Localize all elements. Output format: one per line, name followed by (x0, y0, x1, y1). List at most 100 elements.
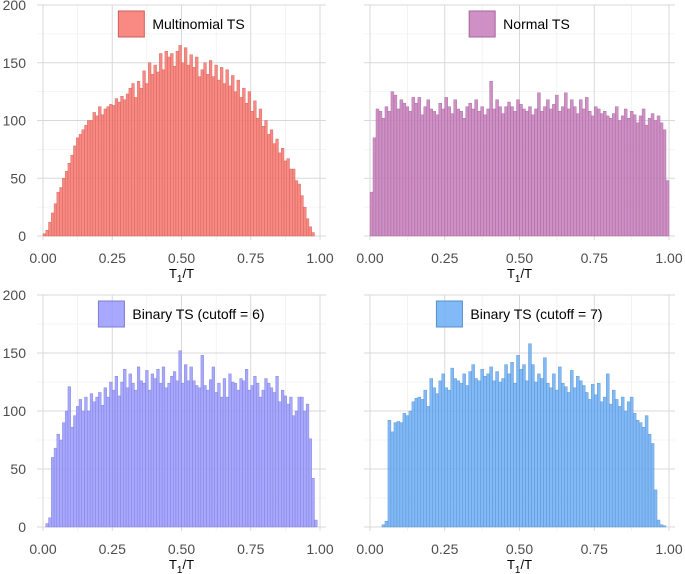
bar (396, 421, 401, 528)
x-tick-label: 0.50 (168, 250, 195, 266)
bar (474, 378, 478, 528)
bar (261, 389, 265, 528)
bar (242, 87, 246, 237)
bar (100, 114, 105, 237)
bar (159, 382, 163, 528)
y-tick-label: 150 (3, 345, 27, 361)
x-axis-title-suffix: /T (520, 557, 532, 572)
bar (139, 87, 143, 237)
bar (629, 111, 634, 237)
bar (408, 111, 413, 237)
bar (64, 171, 69, 237)
bar (62, 178, 66, 237)
bar (128, 87, 132, 237)
y-tick-label: 0 (18, 228, 26, 244)
bar (192, 380, 196, 528)
bar (459, 111, 463, 237)
bar (375, 108, 380, 237)
x-axis-title-suffix: /T (182, 557, 194, 572)
bar (272, 392, 276, 528)
bar (522, 364, 526, 528)
bar (186, 380, 191, 528)
bar (305, 218, 310, 237)
bar (477, 111, 481, 237)
y-tick-label: 50 (10, 170, 26, 186)
y-tick-labels: 0 50 100 150 200 (3, 0, 27, 244)
bar (289, 396, 293, 528)
bar (225, 69, 229, 237)
y-tick-label: 0 (18, 519, 26, 535)
x-axis-title-base: T (507, 266, 515, 281)
x-tick-label: 0.75 (237, 541, 264, 557)
bars (45, 350, 318, 528)
x-tick-label: 0.25 (99, 250, 126, 266)
bar (405, 106, 410, 237)
bar (531, 364, 535, 528)
bar (620, 115, 625, 237)
bar (417, 97, 422, 237)
bar (142, 382, 146, 528)
bar (128, 373, 132, 528)
bar (89, 120, 94, 237)
bar (591, 115, 595, 237)
bar (417, 396, 422, 528)
bar (87, 410, 91, 528)
bar (402, 102, 407, 237)
bar (372, 137, 377, 237)
x-axis-title-suffix: /T (182, 266, 194, 281)
bar (109, 104, 113, 237)
bar (552, 104, 556, 237)
bar (114, 98, 118, 237)
bar (289, 168, 293, 237)
bar (450, 367, 454, 528)
bar (267, 134, 271, 237)
bar (136, 366, 141, 528)
bar (555, 94, 559, 237)
bar (462, 117, 466, 237)
bar (570, 99, 574, 237)
bar (519, 369, 523, 528)
bar (513, 111, 517, 237)
bar (123, 99, 127, 237)
bar (48, 221, 52, 237)
bar (381, 524, 386, 528)
bar (543, 106, 547, 237)
bar (480, 369, 484, 528)
bar (59, 439, 63, 528)
bar (620, 396, 625, 528)
x-axis-title-suffix: /T (520, 266, 532, 281)
bar (245, 369, 249, 528)
bar (117, 395, 121, 528)
bar (211, 366, 215, 528)
bar (186, 64, 191, 237)
legend: Binary TS (cutoff = 6) (97, 300, 265, 328)
x-axis-title: T1/T (507, 557, 532, 574)
bar (120, 96, 124, 237)
x-tick-label: 1.00 (306, 541, 333, 557)
bar (632, 114, 637, 237)
bar (441, 108, 445, 237)
bar (81, 129, 85, 237)
legend-key (435, 300, 463, 328)
panel-3: 0.00 0.25 0.50 0.75 1.00 0 50 100 150 200 T1/T Bina… (3, 287, 334, 574)
bars (381, 343, 667, 528)
bar (150, 373, 154, 528)
bar (384, 521, 389, 528)
bar (78, 134, 82, 237)
bar (603, 396, 607, 528)
bar (131, 382, 135, 528)
x-tick-label: 0.25 (431, 541, 458, 557)
bar (387, 111, 392, 237)
legend-label: Multinomial TS (152, 16, 244, 32)
bar (220, 67, 224, 237)
x-tick-labels: 0.00 0.25 0.50 0.75 1.00 (356, 250, 682, 266)
bar (303, 206, 307, 237)
x-axis-title: T1/T (507, 266, 532, 285)
bar (564, 92, 568, 237)
bar (189, 54, 193, 237)
bar (67, 163, 71, 237)
bar (662, 525, 667, 528)
bar (220, 396, 224, 528)
bar (305, 403, 310, 528)
